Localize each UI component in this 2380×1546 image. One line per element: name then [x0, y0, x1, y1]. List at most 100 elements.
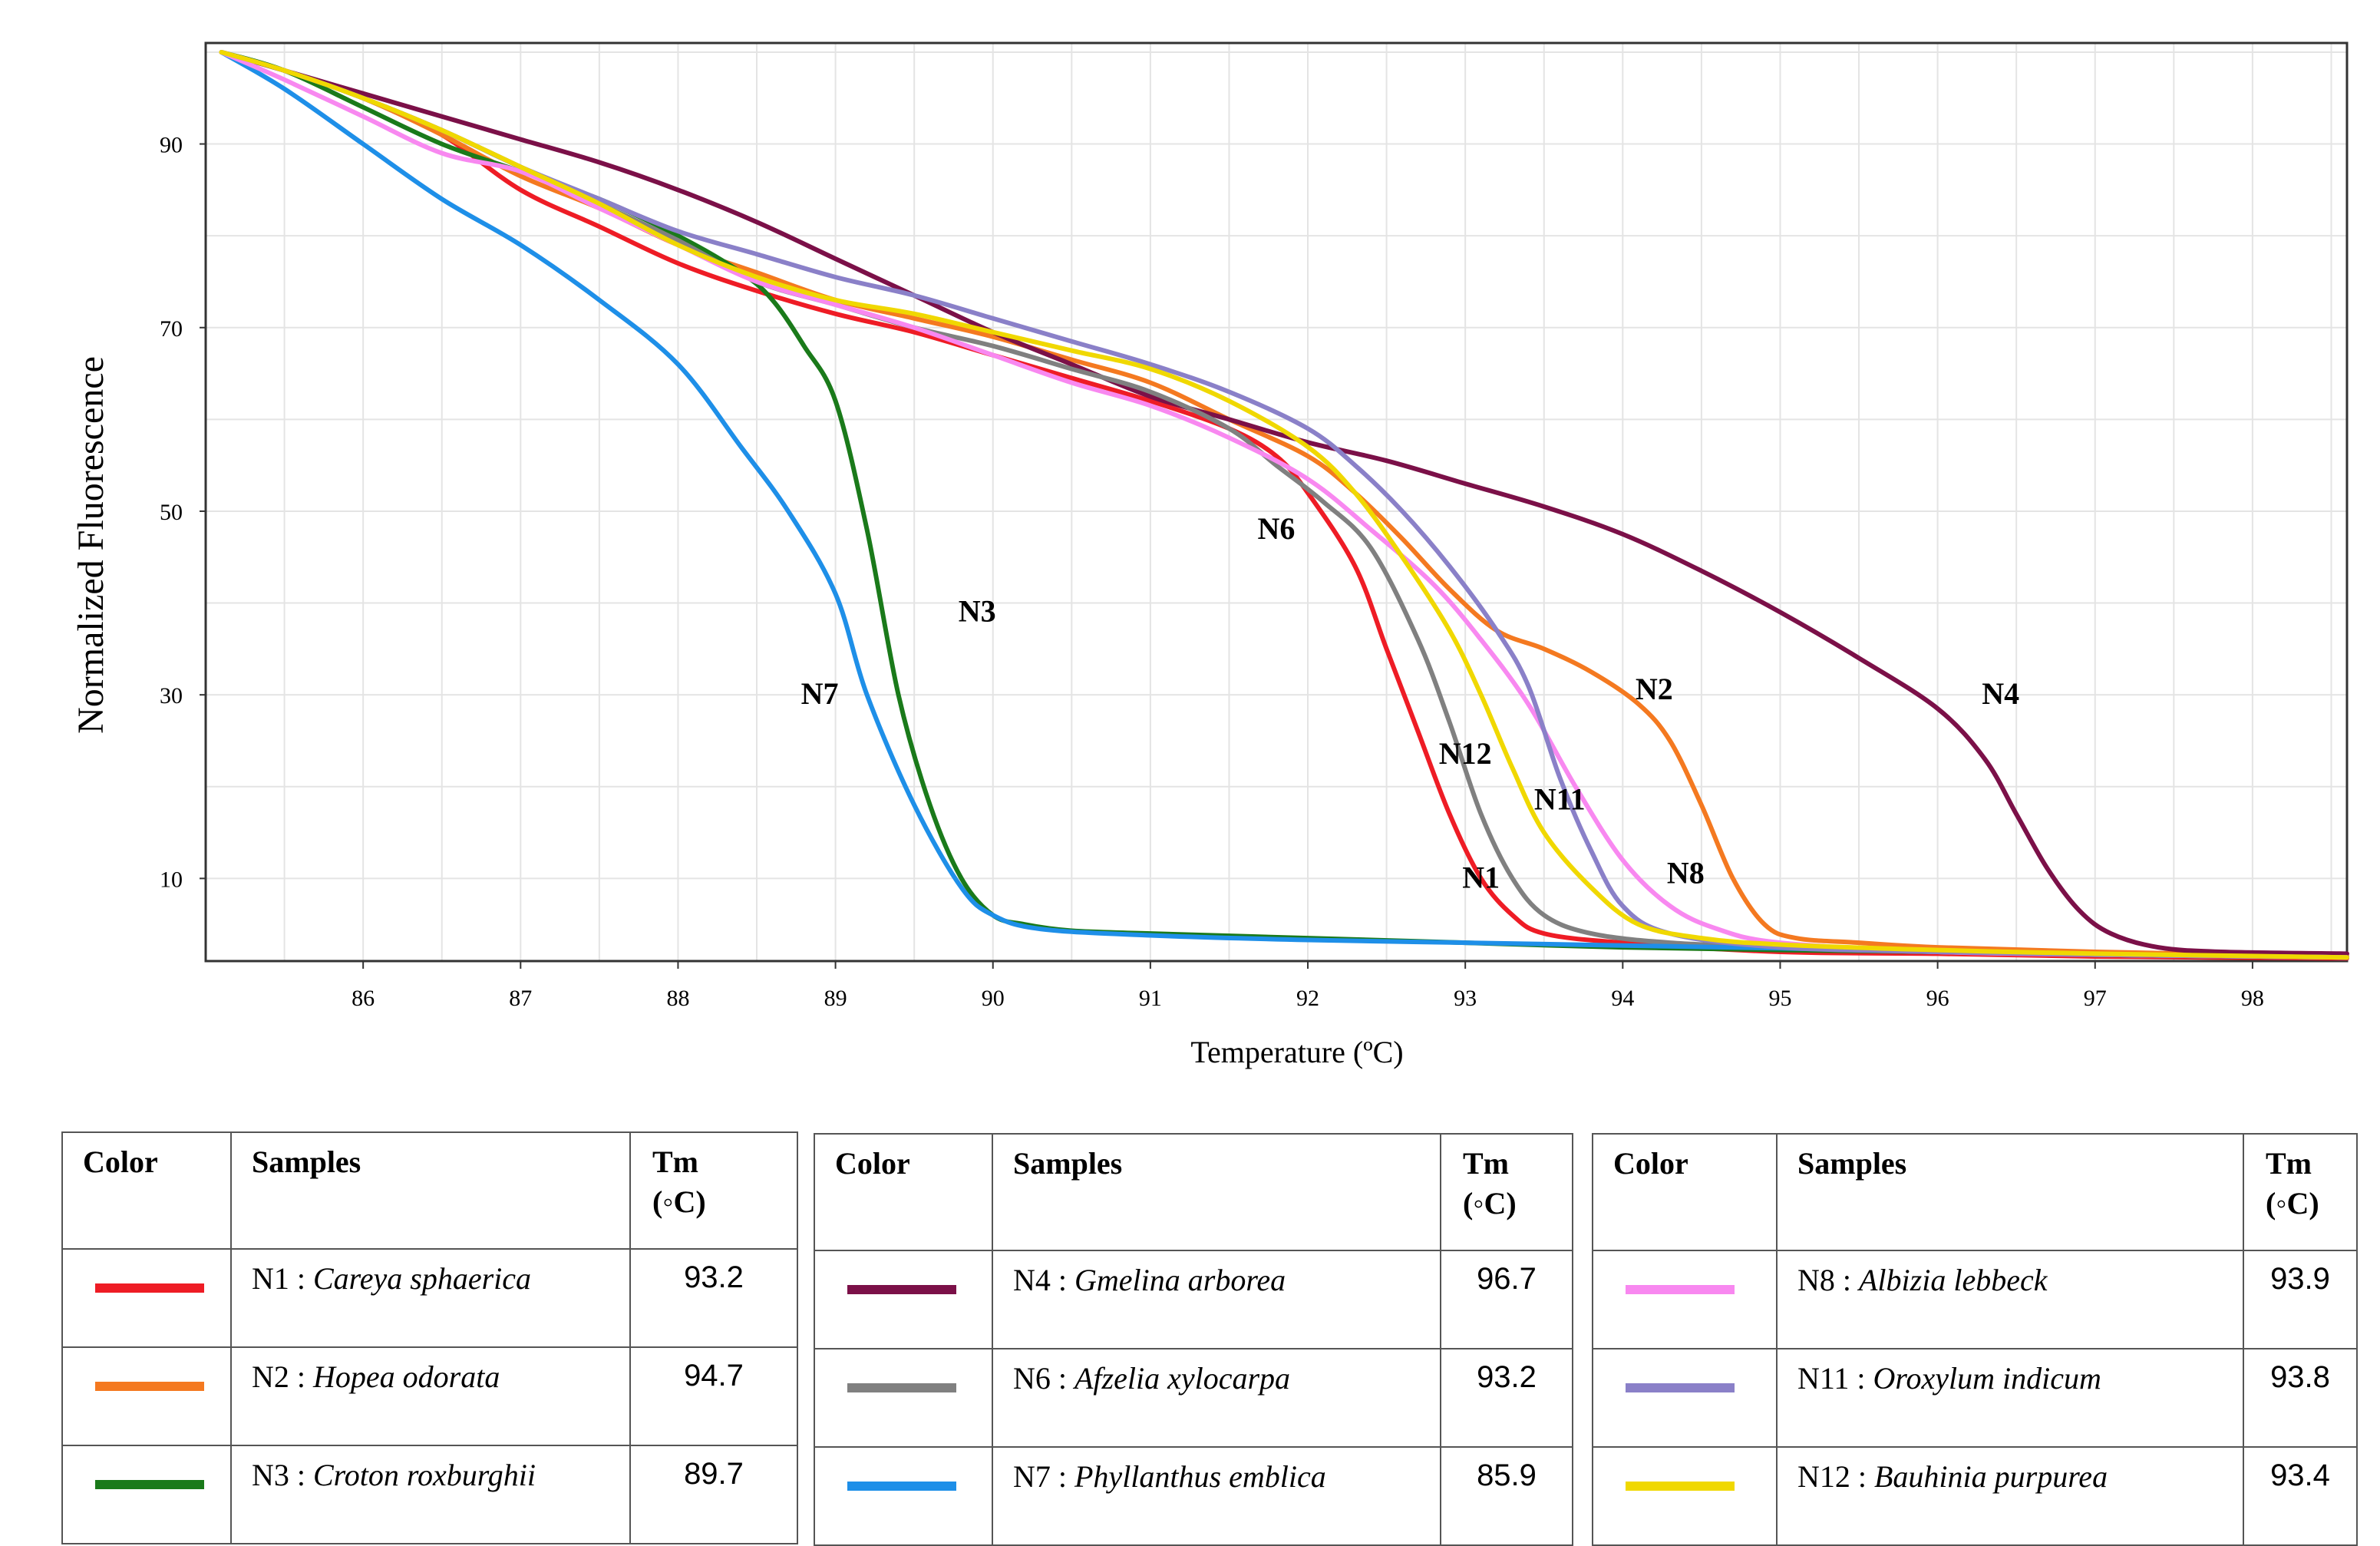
series-label-n6: N6 — [1258, 511, 1296, 546]
color-header: Color — [61, 1131, 232, 1250]
tm-value: 89.7 — [629, 1445, 798, 1544]
series-label-n4: N4 — [1982, 676, 2019, 711]
x-tick-label: 97 — [2084, 986, 2107, 1011]
color-cell — [61, 1248, 232, 1348]
x-tick-label: 86 — [352, 986, 375, 1011]
color-cell — [61, 1346, 232, 1446]
color-swatch-n3 — [95, 1480, 204, 1489]
tm-header: Tm (◦C) — [2243, 1133, 2358, 1251]
legend-row: N4 : Gmelina arborea 96.7 — [814, 1250, 1573, 1349]
x-tick-label: 98 — [2241, 986, 2264, 1011]
tm-value: 93.2 — [1440, 1348, 1573, 1448]
series-label-n8: N8 — [1667, 855, 1705, 890]
sample-cell: N11 : Oroxylum indicum — [1776, 1348, 2244, 1448]
sample-cell: N7 : Phyllanthus emblica — [992, 1446, 1441, 1546]
series-line-n6 — [219, 50, 2349, 960]
series-label-n2: N2 — [1636, 672, 1673, 706]
sample-cell: N1 : Careya sphaerica — [230, 1248, 631, 1348]
sample-cell: N12 : Bauhinia purpurea — [1776, 1446, 2244, 1546]
x-tick-label: 87 — [509, 986, 532, 1011]
tm-value: 93.4 — [2243, 1446, 2358, 1546]
legend-row: N8 : Albizia lebbeck 93.9 — [1592, 1250, 2358, 1349]
tm-value: 96.7 — [1440, 1250, 1573, 1349]
y-tick-label: 70 — [160, 316, 183, 342]
tm-header: Tm (◦C) — [629, 1131, 798, 1250]
legend-table-1: Color Samples Tm (◦C) N1 : Careya sphaeri… — [61, 1131, 798, 1544]
tm-value: 93.9 — [2243, 1250, 2358, 1349]
series-line-n1 — [219, 50, 2349, 961]
legend-row: N2 : Hopea odorata 94.7 — [61, 1346, 798, 1446]
y-tick-label: 10 — [160, 867, 183, 892]
sample-cell: N8 : Albizia lebbeck — [1776, 1250, 2244, 1349]
tm-value: 93.8 — [2243, 1348, 2358, 1448]
tm-value: 93.2 — [629, 1248, 798, 1348]
color-cell — [814, 1348, 993, 1448]
x-tick-label: 91 — [1139, 986, 1162, 1011]
series-line-n11 — [219, 50, 2349, 960]
x-tick-label: 93 — [1454, 986, 1477, 1011]
sample-cell: N6 : Afzelia xylocarpa — [992, 1348, 1441, 1448]
x-tick-label: 88 — [666, 986, 689, 1011]
x-axis-label: Temperature (ºC) — [1190, 1035, 1403, 1069]
color-cell — [814, 1446, 993, 1546]
series-label-n11: N11 — [1534, 782, 1586, 817]
legend-row: N12 : Bauhinia purpurea 93.4 — [1592, 1446, 2358, 1546]
color-swatch-n4 — [847, 1285, 956, 1294]
series-label-n1: N1 — [1462, 860, 1500, 894]
series-line-n3 — [219, 50, 2349, 960]
x-tick-label: 89 — [824, 986, 847, 1011]
color-cell — [1592, 1250, 1778, 1349]
series-group — [219, 50, 2349, 961]
series-label-n12: N12 — [1439, 736, 1492, 771]
legend-table-2: Color Samples Tm (◦C) N4 : Gmelina arbore… — [814, 1133, 1573, 1546]
tm-header: Tm (◦C) — [1440, 1133, 1573, 1251]
legend-row: N6 : Afzelia xylocarpa 93.2 — [814, 1348, 1573, 1448]
color-swatch-n11 — [1626, 1383, 1735, 1392]
series-line-n2 — [219, 50, 2349, 959]
legend-row: N1 : Careya sphaerica 93.2 — [61, 1248, 798, 1348]
plot-frame — [204, 41, 2349, 963]
legend-row: N7 : Phyllanthus emblica 85.9 — [814, 1446, 1573, 1546]
color-cell — [1592, 1348, 1778, 1448]
color-cell — [814, 1250, 993, 1349]
color-swatch-n12 — [1626, 1482, 1735, 1491]
y-axis-label: Normalized Fluorescence — [71, 356, 111, 734]
melt-curve-chart: 10 30 50 70 90 86 87 88 89 90 91 92 93 94 95 96 97 98 N1… — [71, 41, 2349, 1069]
sample-cell: N3 : Croton roxburghii — [230, 1445, 631, 1544]
legend-row: N11 : Oroxylum indicum 93.8 — [1592, 1348, 2358, 1448]
color-header: Color — [814, 1133, 993, 1251]
color-swatch-n1 — [95, 1283, 204, 1293]
y-tick-label: 50 — [160, 500, 183, 525]
color-swatch-n8 — [1626, 1285, 1735, 1294]
series-labels: N1 N2 N3 N4 N6 N7 N8 N11 N12 — [801, 511, 2019, 894]
series-line-n12 — [219, 50, 2349, 960]
x-tick-label: 96 — [1926, 986, 1949, 1011]
series-line-n4 — [219, 50, 2349, 956]
series-label-n7: N7 — [801, 676, 839, 711]
y-tick-label: 90 — [160, 133, 183, 158]
color-swatch-n7 — [847, 1482, 956, 1491]
grid — [205, 43, 2347, 961]
sample-cell: N2 : Hopea odorata — [230, 1346, 631, 1446]
sample-cell: N4 : Gmelina arborea — [992, 1250, 1441, 1349]
x-axis: 86 87 88 89 90 91 92 93 94 95 96 97 98 — [352, 961, 2264, 1011]
samples-header: Samples — [992, 1133, 1441, 1251]
series-line-n7 — [219, 50, 2349, 960]
color-swatch-n6 — [847, 1383, 956, 1392]
legend-table-3: Color Samples Tm (◦C) N8 : Albizia lebbec… — [1592, 1133, 2358, 1546]
samples-header: Samples — [1776, 1133, 2244, 1251]
x-tick-label: 94 — [1611, 986, 1634, 1011]
color-cell — [1592, 1446, 1778, 1546]
color-cell — [61, 1445, 232, 1544]
y-tick-label: 30 — [160, 683, 183, 709]
series-label-n3: N3 — [959, 593, 996, 628]
color-header: Color — [1592, 1133, 1778, 1251]
y-axis: 10 30 50 70 90 — [160, 133, 206, 892]
x-tick-label: 95 — [1768, 986, 1791, 1011]
color-swatch-n2 — [95, 1382, 204, 1391]
x-tick-label: 90 — [982, 986, 1005, 1011]
tm-value: 94.7 — [629, 1346, 798, 1446]
series-line-n8 — [219, 50, 2349, 960]
legend-row: N3 : Croton roxburghii 89.7 — [61, 1445, 798, 1544]
samples-header: Samples — [230, 1131, 631, 1250]
